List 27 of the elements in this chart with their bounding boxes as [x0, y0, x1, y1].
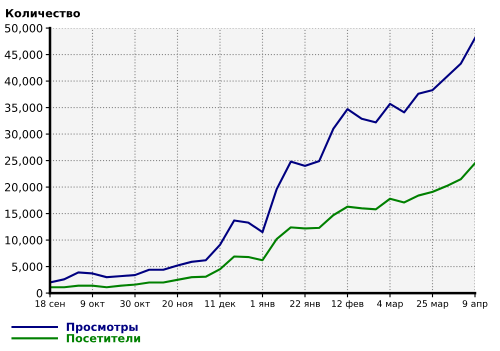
y-tick-label: 25,000	[4, 156, 42, 166]
x-tick-label: 9 окт	[80, 300, 105, 308]
x-tick-label: 4 мар	[377, 300, 403, 309]
y-tick-label: 0	[36, 289, 42, 298]
y-tick-label: 30,000	[5, 130, 42, 140]
x-tick-label: 12 фев	[332, 300, 364, 309]
line-series	[50, 37, 475, 284]
x-tick-label: 9 апр	[462, 300, 488, 309]
x-tick-label: 25 мар	[416, 300, 448, 309]
y-tick-label: 35,000	[5, 104, 42, 114]
y-tick-label: 50,000	[5, 24, 42, 34]
y-tick-label: 20,000	[4, 183, 42, 193]
x-tick-label: 22 янв	[290, 300, 320, 307]
y-axis-title: Количество	[6, 9, 80, 18]
y-tick-label: 40,000	[4, 77, 42, 87]
x-tick-label: 11 дек	[205, 300, 236, 308]
x-tick-label: 30 окт	[120, 300, 150, 308]
y-tick-label: 10,000	[5, 236, 42, 246]
x-tick-label: 18 сен	[36, 300, 65, 308]
legend-label: Просмотры	[66, 322, 138, 334]
line-series	[50, 162, 475, 288]
y-tick-label: 15,000	[5, 210, 42, 220]
x-tick-label: 20 ноя	[162, 300, 192, 308]
x-tick-label: 1 янв	[250, 300, 275, 307]
y-tick-label: 5,000	[12, 262, 42, 272]
y-tick-label: 45,000	[4, 50, 42, 60]
legend-label: Посетители	[66, 334, 140, 342]
